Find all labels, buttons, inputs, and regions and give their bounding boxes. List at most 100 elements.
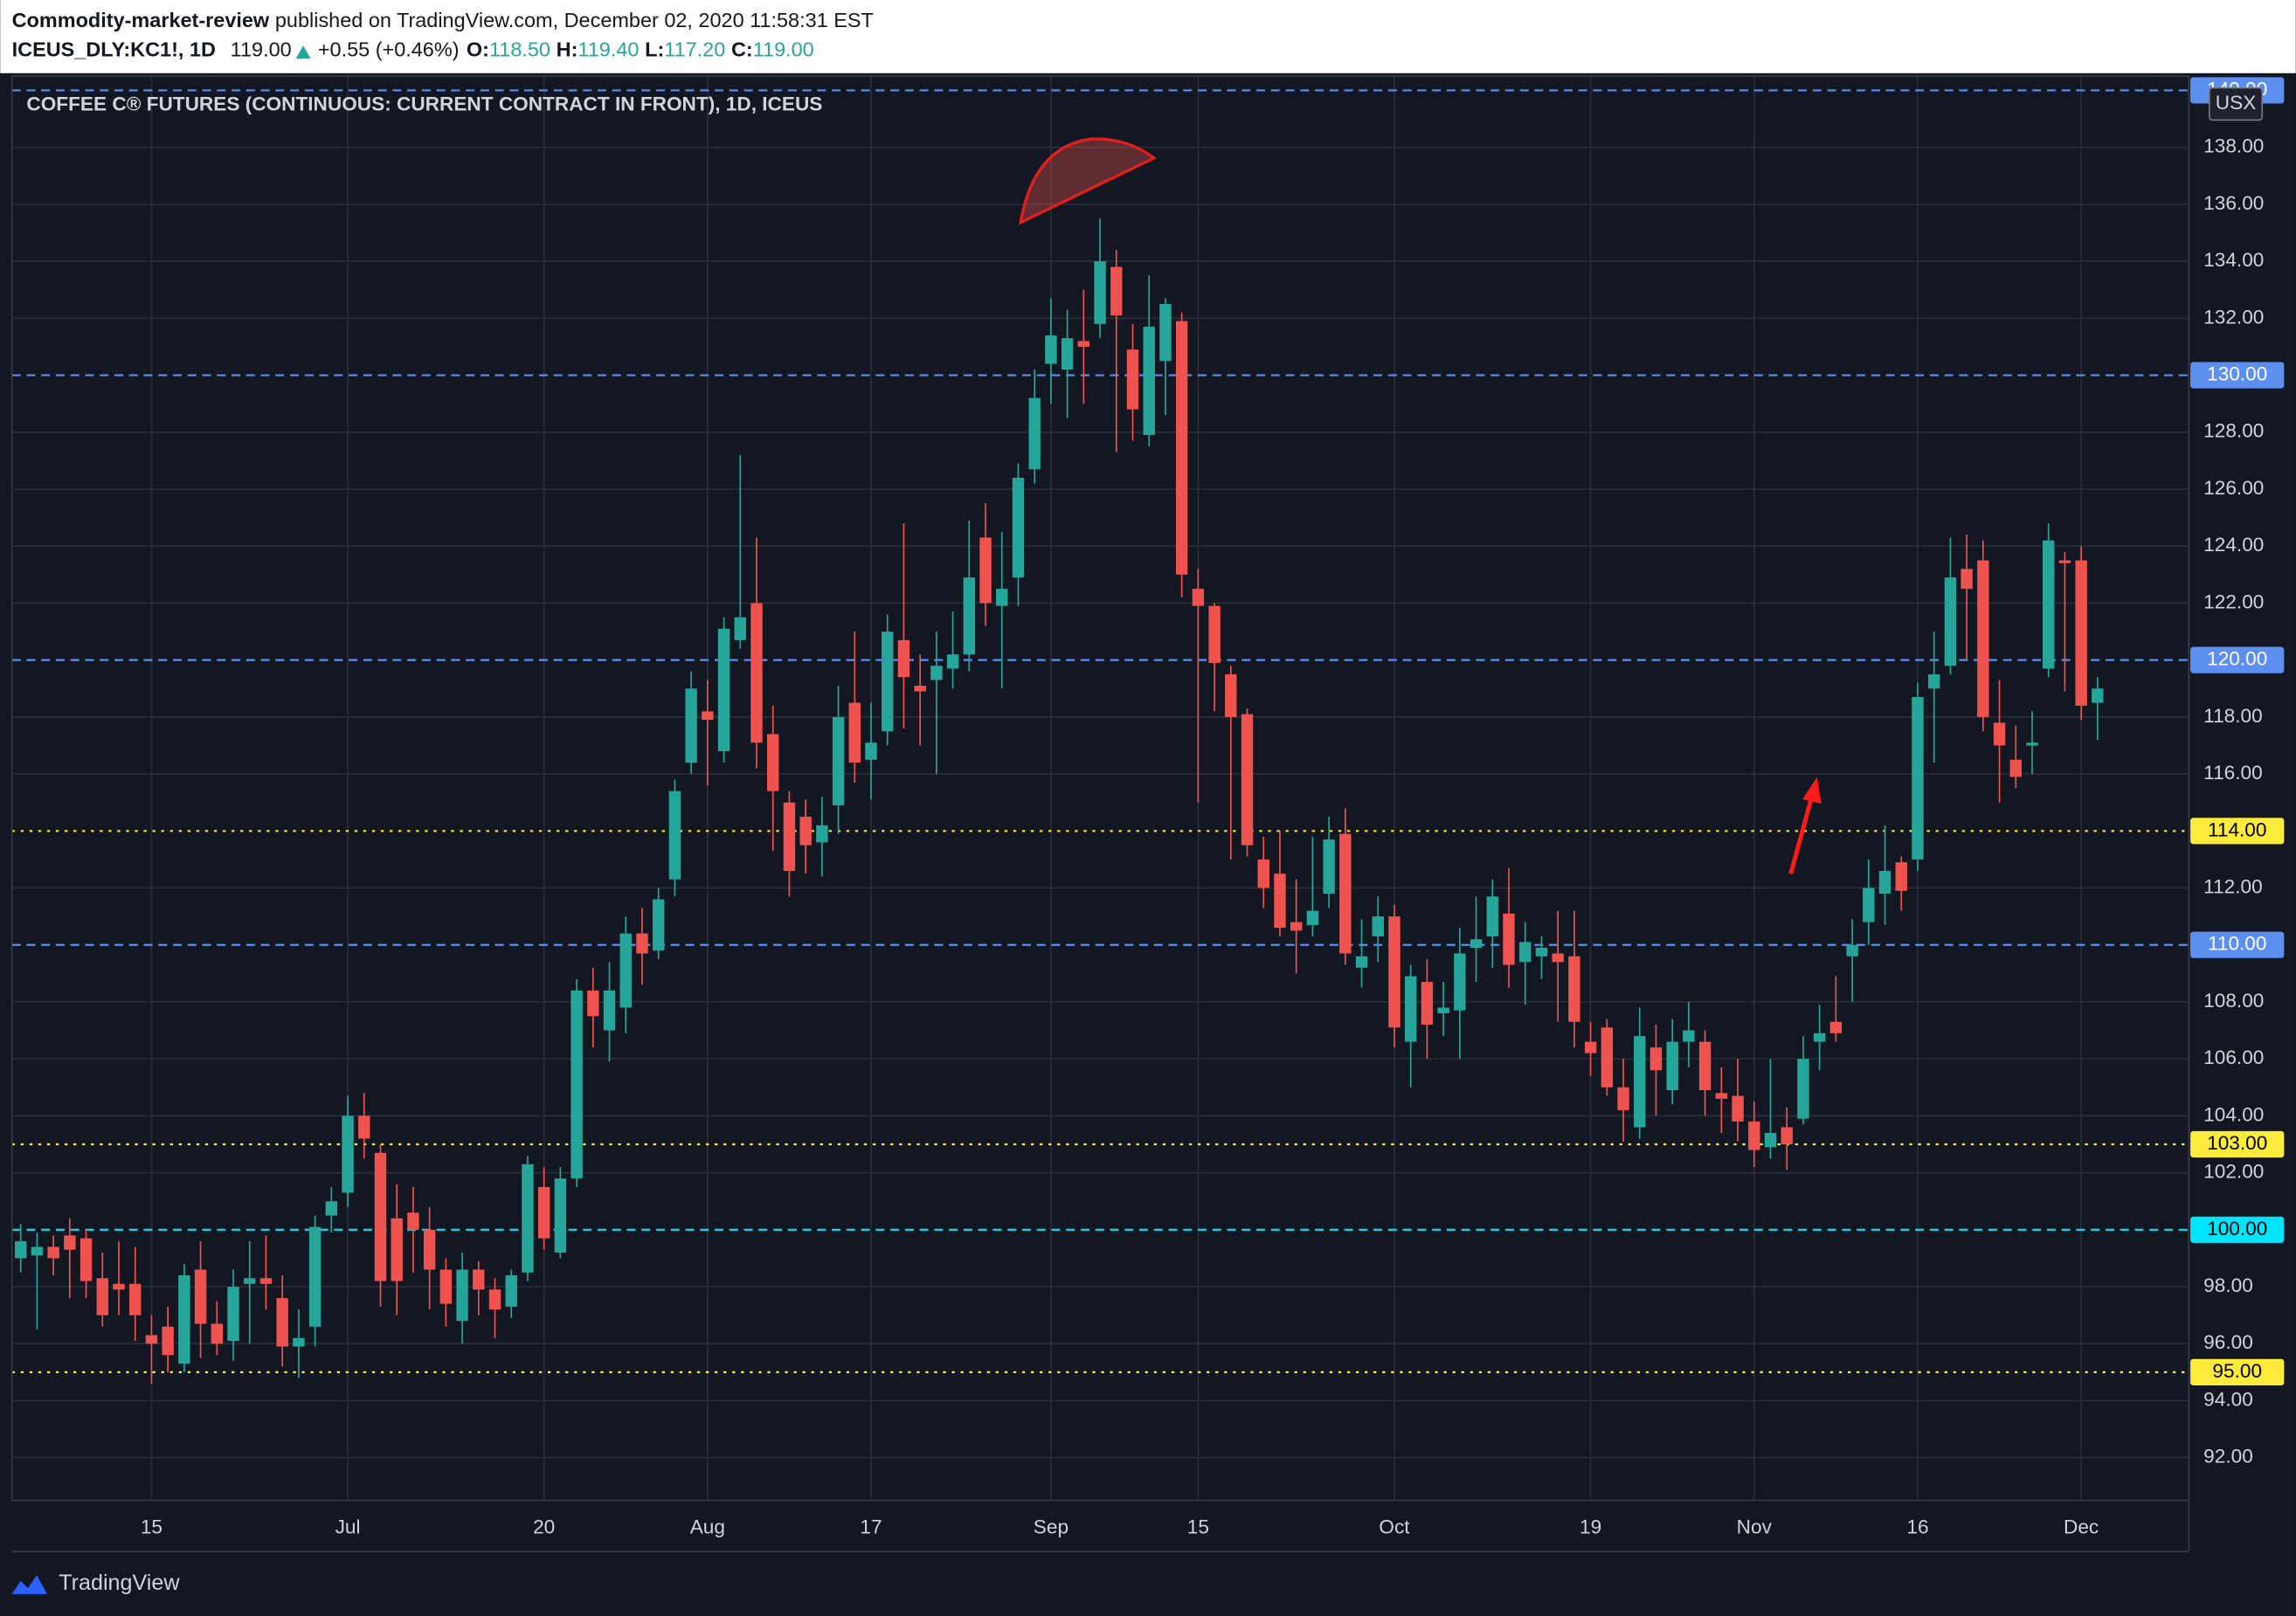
open-value: 118.50 [489, 38, 550, 61]
x-tick-label: 20 [533, 1516, 555, 1537]
candle-body [1732, 1095, 1744, 1122]
candle-body [1077, 341, 1090, 347]
candle-body [2043, 540, 2055, 669]
close-label: C: [731, 38, 753, 61]
candle-body [178, 1275, 190, 1364]
candle-body [1454, 953, 1466, 1011]
candle-body [1012, 477, 1025, 578]
candle-body [1355, 956, 1368, 968]
candle-body [1977, 560, 1989, 717]
candle-body [1927, 673, 1940, 689]
candle-body [767, 734, 779, 791]
candle-body [194, 1269, 207, 1324]
change: +0.55 (+0.46%) [318, 38, 460, 61]
candle-body [325, 1201, 338, 1216]
brand-name: TradingView [59, 1571, 180, 1595]
candle-body [308, 1226, 322, 1327]
currency-box [2209, 86, 2264, 121]
candle-body [1486, 896, 1499, 936]
candle-body [1535, 947, 1548, 956]
y-tick-label: 118.00 [2203, 705, 2262, 727]
candle-body [1372, 916, 1384, 936]
candle-body [1601, 1027, 1614, 1088]
candle-body [537, 1186, 550, 1239]
candle-body [1175, 321, 1188, 575]
x-tick-label: 15 [1187, 1516, 1209, 1537]
candle-body [1944, 577, 1957, 666]
candle-body [488, 1289, 501, 1310]
level-label-box [2190, 362, 2285, 389]
candle-body [930, 666, 943, 680]
y-tick-label: 128.00 [2203, 420, 2264, 442]
y-tick-label: 102.00 [2203, 1161, 2264, 1183]
brand: TradingView [11, 1571, 180, 1595]
candle-body [832, 716, 845, 805]
candle-body [882, 632, 894, 732]
low-label: L: [645, 38, 664, 61]
candle-body [391, 1218, 403, 1281]
candle-body [1323, 839, 1335, 894]
candle-body [1748, 1121, 1760, 1150]
candle-body [2026, 742, 2038, 746]
x-tick-label: 16 [1906, 1516, 1928, 1537]
level-label: 103.00 [2207, 1132, 2267, 1154]
candle-body [1666, 1041, 1678, 1091]
candles [14, 218, 2104, 1384]
open-label: O: [467, 38, 489, 61]
x-tick-label: Sep [1034, 1516, 1068, 1537]
candle-body [1241, 714, 1254, 846]
candle-body [1421, 982, 1434, 1026]
high-value: 119.40 [577, 38, 639, 61]
high-label: H: [557, 38, 578, 61]
candle-body [14, 1240, 27, 1259]
candle-body [1797, 1059, 1809, 1119]
level-label-box [2190, 818, 2285, 845]
level-label: 130.00 [2207, 363, 2267, 385]
candle-body [587, 990, 599, 1017]
level-label: 95.00 [2212, 1360, 2262, 1382]
up-triangle [295, 45, 311, 59]
level-label-box [2190, 1358, 2285, 1385]
y-tick-label: 136.00 [2203, 192, 2264, 214]
brand-logo [11, 1575, 47, 1594]
candle-body [96, 1278, 108, 1316]
x-tick-label: Aug [690, 1516, 725, 1537]
arrow-head [1802, 777, 1822, 804]
candle-body [227, 1287, 239, 1342]
candle-body [1339, 833, 1352, 954]
candle-body [914, 685, 926, 692]
candle-body [276, 1298, 288, 1347]
candle-body [145, 1335, 158, 1344]
candle-body [652, 899, 665, 951]
arrow-line [1788, 792, 1815, 875]
x-tick-label: 17 [860, 1516, 882, 1537]
currency-label: USX [2216, 92, 2257, 114]
chart-title: COFFEE C® FUTURES (CONTINUOUS: CURRENT C… [26, 93, 822, 115]
candle-body [783, 802, 796, 871]
candle-body [1698, 1041, 1712, 1091]
candle-body [734, 617, 746, 640]
candle-body [423, 1229, 436, 1270]
candle-body [979, 537, 992, 604]
candle-body [963, 577, 976, 655]
y-tick-label: 106.00 [2203, 1046, 2264, 1068]
candle-body [1290, 922, 1303, 931]
y-tick-label: 96.00 [2203, 1331, 2253, 1353]
x-tick-label: Dec [2064, 1516, 2099, 1537]
candle-body [668, 791, 681, 880]
candle-body [358, 1115, 370, 1139]
candle-body [636, 933, 648, 954]
candle-body [244, 1278, 256, 1284]
publisher: Commodity-market-review [12, 9, 270, 31]
low-value: 117.20 [664, 38, 725, 61]
x-tick-label: Oct [1379, 1516, 1410, 1537]
candle-body [554, 1178, 567, 1253]
candle-body [80, 1238, 93, 1281]
y-tick-label: 94.00 [2203, 1388, 2253, 1410]
candle-body [1306, 910, 1319, 925]
candle-body [717, 628, 730, 751]
candle-body [47, 1247, 59, 1259]
candle-body [816, 825, 828, 843]
published: published on TradingView.com, December 0… [275, 9, 874, 31]
